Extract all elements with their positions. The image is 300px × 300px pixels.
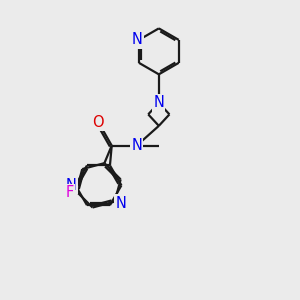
Text: N: N	[153, 95, 164, 110]
Text: F: F	[66, 185, 74, 200]
Text: O: O	[92, 115, 103, 130]
Text: N: N	[132, 32, 143, 47]
Text: N: N	[66, 178, 76, 193]
Text: N: N	[115, 196, 126, 211]
Text: N: N	[131, 138, 142, 153]
